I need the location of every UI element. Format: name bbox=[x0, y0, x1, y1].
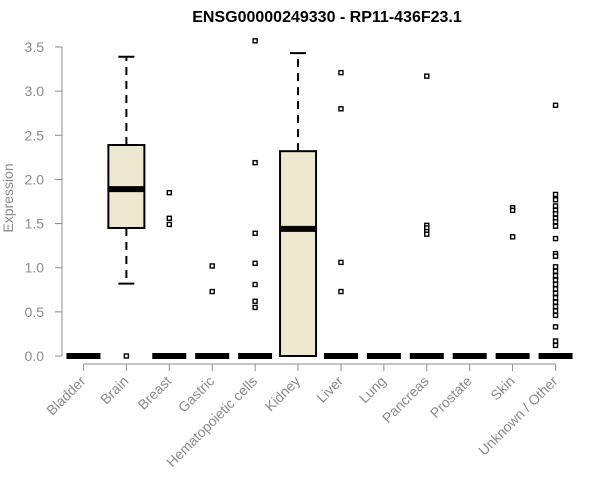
series-hematopoietic-cells bbox=[238, 38, 273, 359]
outlier-point bbox=[552, 338, 559, 344]
series-liver bbox=[323, 69, 358, 359]
outlier-point bbox=[552, 324, 559, 330]
y-axis: 0.0 0.5 1.0 1.5 2.0 2.5 3.0 3.5 bbox=[25, 39, 63, 364]
outlier-point bbox=[552, 281, 559, 288]
x-tick-label: Kidney bbox=[262, 373, 304, 415]
x-tick-label: Brain bbox=[97, 373, 131, 407]
outlier-point bbox=[552, 197, 559, 203]
series-brain bbox=[107, 55, 146, 359]
x-tick-label: Gastric bbox=[175, 373, 218, 416]
y-tick-label: 1.0 bbox=[25, 260, 45, 276]
x-tick-label: Prostate bbox=[427, 373, 475, 421]
y-axis-label: Expression bbox=[0, 163, 16, 232]
outlier-point bbox=[166, 189, 172, 196]
outlier-point bbox=[123, 353, 130, 359]
outlier-point bbox=[552, 203, 559, 209]
outlier-point bbox=[552, 295, 559, 301]
outlier-point bbox=[252, 298, 258, 304]
chart-title: ENSG00000249330 - RP11-436F23.1 bbox=[192, 9, 462, 26]
y-tick-label: 0.5 bbox=[25, 304, 45, 320]
outlier-point bbox=[252, 230, 258, 236]
outlier-point bbox=[209, 263, 215, 269]
series-unknown-other bbox=[538, 102, 573, 359]
outlier-point bbox=[552, 299, 559, 305]
outlier-point bbox=[509, 207, 516, 214]
outlier-point bbox=[552, 191, 559, 198]
outlier-point bbox=[424, 73, 430, 79]
outlier-point bbox=[552, 303, 559, 310]
x-tick-label: Liver bbox=[313, 373, 346, 406]
series-gastric bbox=[195, 263, 230, 359]
y-tick-label: 3.0 bbox=[25, 83, 45, 99]
series-pancreas bbox=[409, 73, 444, 359]
outlier-point bbox=[509, 234, 516, 240]
outlier-point bbox=[338, 288, 344, 295]
outlier-point bbox=[338, 69, 344, 76]
plot-area bbox=[66, 38, 573, 359]
y-tick-label: 0.0 bbox=[25, 348, 45, 364]
outlier-point bbox=[552, 253, 559, 259]
outlier-point bbox=[552, 286, 559, 292]
series-breast bbox=[152, 189, 187, 359]
outlier-point bbox=[209, 288, 215, 295]
outlier-point bbox=[338, 106, 344, 112]
outlier-point bbox=[252, 281, 258, 288]
x-tick-label: Unknown / Other bbox=[475, 373, 561, 459]
series-skin bbox=[495, 204, 530, 359]
outlier-point bbox=[552, 223, 559, 229]
outlier-point bbox=[552, 290, 559, 297]
y-tick-label: 2.0 bbox=[25, 171, 45, 187]
box bbox=[279, 150, 318, 357]
y-tick-label: 2.5 bbox=[25, 127, 45, 143]
outlier-point bbox=[252, 260, 258, 266]
x-tick-label: Bladder bbox=[43, 373, 89, 419]
outlier-point bbox=[166, 221, 172, 228]
outlier-point bbox=[424, 231, 430, 237]
outlier-point bbox=[552, 277, 559, 283]
outlier-point bbox=[552, 342, 559, 349]
outlier-point bbox=[552, 219, 559, 225]
outlier-point bbox=[552, 102, 559, 108]
outlier-point bbox=[552, 272, 559, 279]
outlier-point bbox=[252, 159, 258, 166]
outlier-point bbox=[552, 235, 559, 242]
outlier-point bbox=[166, 215, 172, 221]
outlier-point bbox=[552, 268, 559, 274]
outlier-point bbox=[552, 211, 559, 217]
series-kidney bbox=[279, 52, 318, 357]
x-tick-label: Pancreas bbox=[379, 373, 432, 426]
outlier-point bbox=[338, 259, 344, 266]
x-tick-label: Breast bbox=[134, 373, 174, 413]
outlier-point bbox=[252, 38, 258, 44]
y-tick-label: 1.5 bbox=[25, 216, 45, 232]
outlier-point bbox=[552, 308, 559, 314]
y-tick-label: 3.5 bbox=[25, 39, 45, 55]
outlier-point bbox=[252, 304, 258, 311]
x-tick-label: Skin bbox=[487, 373, 518, 404]
outlier-point bbox=[552, 312, 559, 319]
x-tick-label: Lung bbox=[356, 373, 389, 406]
outlier-point bbox=[552, 264, 559, 270]
